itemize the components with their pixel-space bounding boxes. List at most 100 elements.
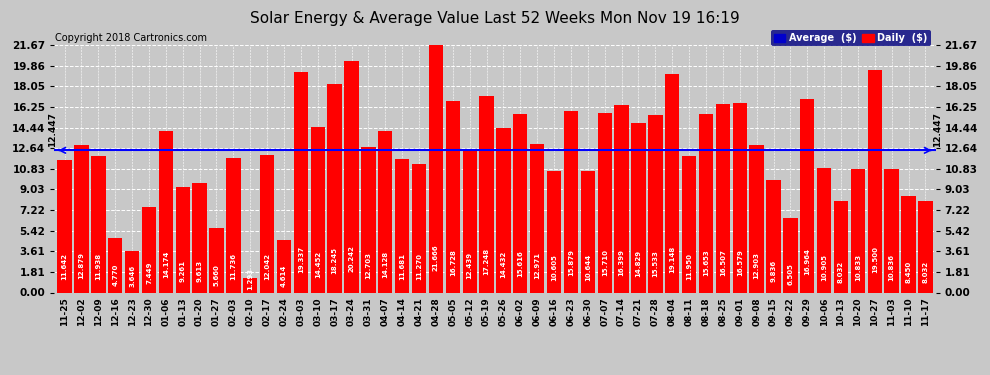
Text: 19.148: 19.148 [669,246,675,273]
Bar [328,84,342,292]
Text: 10.605: 10.605 [551,254,557,281]
Bar [108,238,123,292]
Bar [479,96,494,292]
Bar [867,70,882,292]
Bar [429,45,444,292]
Text: 20.242: 20.242 [348,245,354,272]
Bar [244,278,257,292]
Text: 11.642: 11.642 [61,253,67,280]
Text: 4.770: 4.770 [112,264,118,286]
Bar [361,147,375,292]
Bar [91,156,106,292]
Text: 9.613: 9.613 [197,260,203,282]
Text: 7.449: 7.449 [146,261,152,284]
Text: 4.614: 4.614 [281,264,287,286]
Text: 12.703: 12.703 [365,252,371,279]
Text: 14.452: 14.452 [315,251,321,278]
Bar [209,228,224,292]
Bar [615,105,629,292]
Bar [277,240,291,292]
Bar [783,218,798,292]
Bar [175,187,190,292]
Text: 12.447: 12.447 [49,112,57,147]
Text: 15.653: 15.653 [703,250,709,276]
Text: Copyright 2018 Cartronics.com: Copyright 2018 Cartronics.com [54,33,207,42]
Bar [733,103,746,292]
Text: 9.261: 9.261 [180,260,186,282]
Bar [260,155,274,292]
Text: 12.439: 12.439 [466,252,472,279]
Bar [446,102,460,292]
Bar [648,115,662,292]
Bar [716,104,730,292]
Bar [850,169,865,292]
Text: 19.500: 19.500 [872,246,878,273]
Text: 9.836: 9.836 [770,260,776,282]
Bar [563,111,578,292]
Bar [834,201,848,292]
Text: 1.293: 1.293 [248,267,253,290]
Text: 12.971: 12.971 [535,252,541,279]
Bar [546,171,561,292]
Text: 16.579: 16.579 [737,249,742,276]
Text: 10.836: 10.836 [889,254,895,281]
Bar [766,180,781,292]
Text: 15.533: 15.533 [652,250,658,277]
Bar [496,128,511,292]
Text: 19.337: 19.337 [298,246,304,273]
Bar [57,159,71,292]
Text: 15.879: 15.879 [568,249,574,276]
Bar [378,131,392,292]
Bar [192,183,207,292]
Bar [74,146,89,292]
Text: 8.032: 8.032 [923,261,929,284]
Text: 18.245: 18.245 [332,247,338,274]
Bar [513,114,528,292]
Bar [817,168,832,292]
Legend: Average  ($), Daily  ($): Average ($), Daily ($) [771,30,931,46]
Bar [311,128,325,292]
Text: 14.128: 14.128 [382,251,388,278]
Text: 11.950: 11.950 [686,253,692,280]
Text: 14.432: 14.432 [500,251,507,278]
Text: 3.646: 3.646 [129,266,135,288]
Text: 11.270: 11.270 [416,254,422,280]
Text: 16.728: 16.728 [449,249,455,276]
Text: 11.681: 11.681 [399,253,405,280]
Text: 15.710: 15.710 [602,249,608,276]
Bar [158,130,173,292]
Bar [142,207,156,292]
Bar [530,144,544,292]
Text: 5.660: 5.660 [214,264,220,286]
Text: 10.833: 10.833 [855,254,861,281]
Text: 21.666: 21.666 [433,244,439,271]
Text: 15.616: 15.616 [518,250,524,276]
Bar [226,159,241,292]
Bar [800,99,815,292]
Text: 14.174: 14.174 [162,251,169,278]
Bar [682,156,696,292]
Text: Solar Energy & Average Value Last 52 Weeks Mon Nov 19 16:19: Solar Energy & Average Value Last 52 Wee… [250,11,740,26]
Bar [412,164,427,292]
Text: 6.505: 6.505 [787,263,793,285]
Text: 12.042: 12.042 [264,253,270,280]
Bar [581,171,595,292]
Text: 10.644: 10.644 [585,254,591,281]
Bar [598,113,612,292]
Bar [125,251,140,292]
Bar [632,123,645,292]
Bar [294,72,308,292]
Bar [345,61,358,292]
Bar [884,169,899,292]
Text: 12.903: 12.903 [753,252,759,279]
Text: 8.450: 8.450 [906,261,912,283]
Bar [749,145,764,292]
Text: 16.399: 16.399 [619,249,625,276]
Bar [462,150,477,292]
Text: 12.879: 12.879 [78,252,84,279]
Bar [699,114,713,292]
Bar [901,196,916,292]
Text: 14.829: 14.829 [636,250,642,277]
Text: 16.964: 16.964 [804,248,810,275]
Text: 12.447: 12.447 [933,112,941,147]
